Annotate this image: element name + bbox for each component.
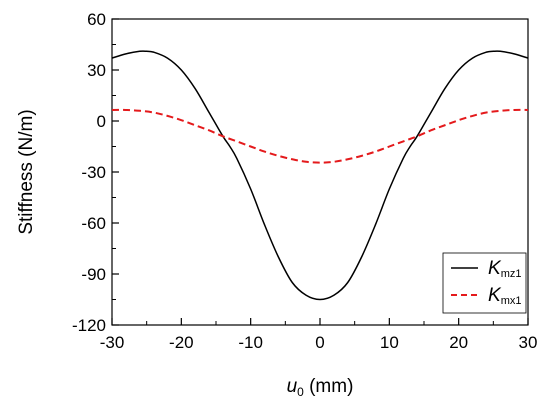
x-axis-unit: (mm) (304, 376, 354, 397)
x-axis-symbol: u (287, 376, 298, 397)
legend-kmz1-subscript: mz1 (501, 268, 522, 280)
x-tick-label: 10 (380, 333, 399, 352)
x-axis-title: u0 (mm) (287, 376, 354, 399)
legend-label-kmx1: Kmx1 (488, 285, 521, 307)
x-axis-subscript: 0 (297, 385, 304, 399)
x-tick-label: 20 (449, 333, 468, 352)
legend-kmx1-subscript: mx1 (501, 295, 522, 307)
y-tick-label: 60 (87, 10, 106, 29)
series-line-kmz1 (111, 50, 529, 301)
x-tick-label: -30 (100, 333, 125, 352)
x-axis-ticks: -30 -20 -10 0 10 20 30 (100, 318, 538, 352)
legend-label-kmz1: Kmz1 (488, 258, 521, 280)
legend: Kmz1 Kmx1 (442, 252, 527, 314)
y-tick-label: 30 (87, 61, 106, 80)
x-tick-label: 0 (315, 333, 324, 352)
x-tick-label: -10 (238, 333, 263, 352)
series-line-kmx1 (111, 108, 529, 164)
legend-kmx1-symbol: K (488, 285, 502, 306)
x-tick-label: 30 (519, 333, 538, 352)
y-tick-label: -60 (81, 214, 106, 233)
y-axis-ticks: -120 -90 -60 -30 0 30 60 (72, 10, 119, 335)
y-tick-label: 0 (97, 112, 106, 131)
y-tick-label: -30 (81, 163, 106, 182)
y-axis-title: Stiffness (N/m) (16, 109, 37, 234)
y-tick-label: -120 (72, 316, 106, 335)
series-layer (111, 50, 529, 301)
y-tick-label: -90 (81, 265, 106, 284)
legend-box (442, 252, 527, 314)
x-tick-label: -20 (169, 333, 194, 352)
legend-kmz1-symbol: K (488, 258, 502, 279)
